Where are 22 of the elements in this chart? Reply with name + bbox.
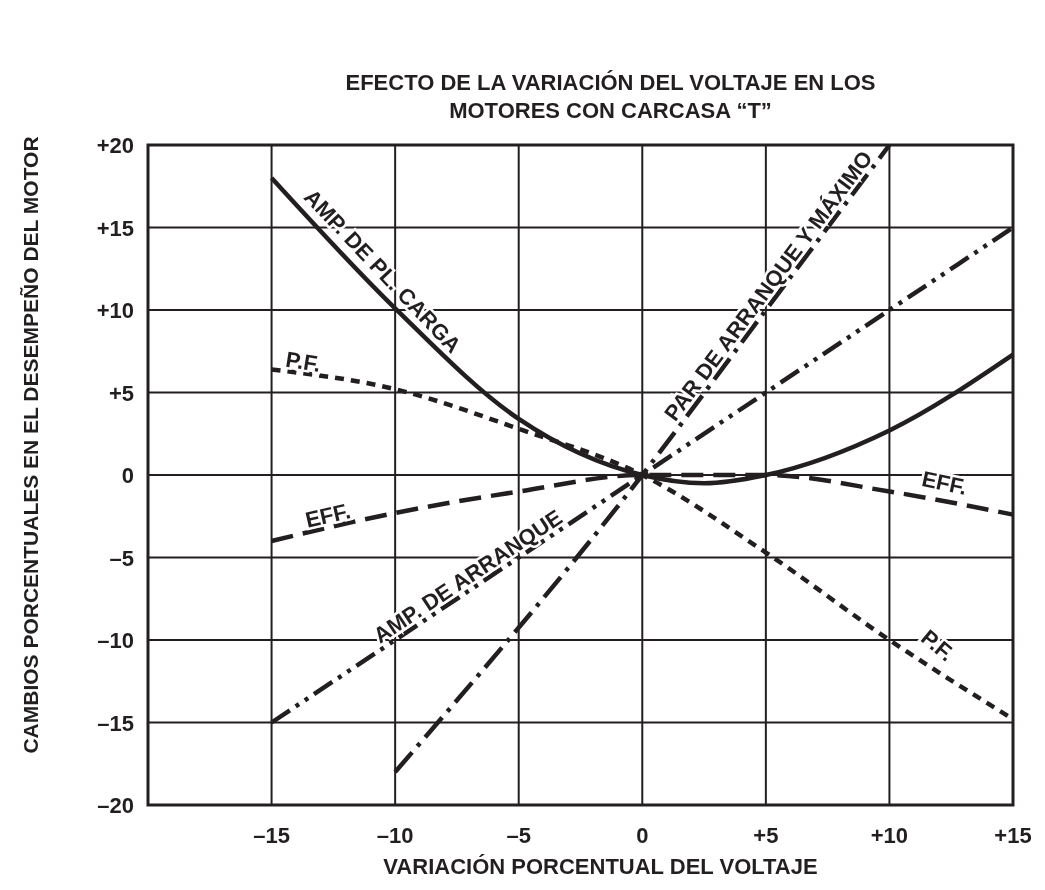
annotation: EFF. — [919, 466, 970, 500]
x-tick-label: +15 — [994, 823, 1032, 848]
y-tick-label: –15 — [97, 710, 134, 736]
x-tick-label: +10 — [870, 823, 909, 848]
x-tick-label: 0 — [636, 823, 649, 848]
x-axis-title: VARIACIÓN PORCENTUAL DEL VOLTAJE — [383, 854, 818, 879]
y-tick-label: –10 — [97, 628, 134, 653]
y-tick-label: –20 — [97, 793, 134, 818]
chart-title: EFECTO DE LA VARIACIÓN DEL VOLTAJE EN LOS MOTORES CON CARCASA “T” — [345, 70, 876, 123]
text: P.F. — [283, 346, 323, 377]
y-tick-label: +20 — [96, 133, 134, 158]
y-tick-label: +5 — [108, 380, 134, 406]
x-tick-label: –10 — [376, 823, 414, 848]
y-tick-label: +10 — [96, 298, 134, 323]
x-tick-label: –15 — [253, 823, 290, 848]
y-tick-label: –5 — [109, 545, 134, 571]
x-tick-label: +5 — [753, 823, 779, 848]
y-tick-label: 0 — [121, 463, 134, 488]
x-tick-label: –5 — [506, 823, 531, 848]
y-tick-label: +15 — [96, 215, 134, 241]
y-axis-title: CAMBIOS PORCENTUALES EN EL DESEMPEÑO DEL MOTOR — [19, 136, 42, 754]
text: EFF. — [303, 498, 353, 533]
